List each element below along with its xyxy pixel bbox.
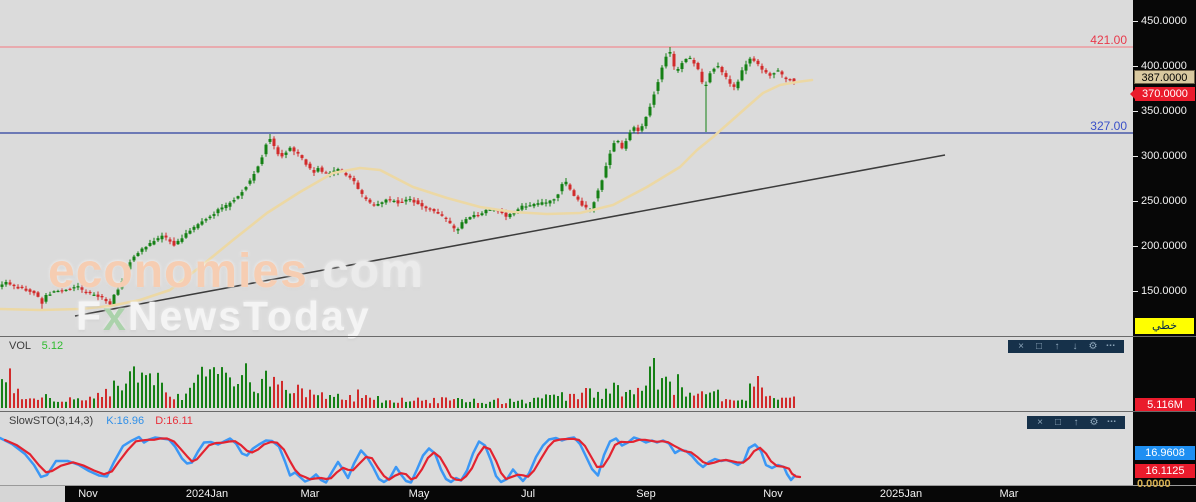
stochastic-d-badge: 16.1125 [1135,464,1195,478]
settings-icon[interactable]: ⚙ [1089,417,1099,428]
maximize-icon[interactable]: □ [1035,341,1043,352]
close-price-badge: 387.0000 [1134,70,1195,84]
stochastic-header: SlowSTO(3,14,3) K:16.96 D:16.11 [9,415,193,427]
panel-divider[interactable] [0,411,1196,412]
time-axis-label: Nov [78,488,98,500]
price-tick-mark [1133,66,1138,67]
trend-line[interactable] [74,154,946,317]
volume-header: VOL 5.12 [9,340,63,352]
price-tick-label: 400.0000 [1141,60,1187,72]
price-tick-mark [1133,201,1138,202]
volume-axis-badge: 5.116M [1135,398,1195,412]
moving-average-line[interactable] [0,78,814,312]
volume-panel[interactable] [0,337,1133,412]
support-level-label: 327.00 [1090,119,1127,133]
time-axis-label: Sep [636,488,656,500]
time-axis-label: 2024Jan [185,488,229,500]
price-tick-mark [1133,156,1138,157]
move-down-icon[interactable]: ↓ [1072,341,1078,352]
price-axis[interactable]: 387.0000 370.0000 5.116M 16.9608 16.1125… [1130,0,1196,502]
price-tick-label: 250.0000 [1141,195,1187,207]
close-icon[interactable]: × [1018,341,1024,352]
panel-divider[interactable] [0,336,1196,337]
resistance-level-label: 421.00 [1090,33,1127,47]
price-tick-label: 200.0000 [1141,240,1187,252]
time-axis-label: Mar [999,488,1019,500]
stochastic-k-value: K:16.96 [106,415,145,427]
move-up-icon[interactable]: ↑ [1054,341,1060,352]
volume-title: VOL [9,340,31,352]
volume-bars [1,358,795,408]
time-axis[interactable]: Nov 2024Jan Mar May Jul Sep Nov 2025Jan Mar [65,485,1196,502]
volume-toolbar: × □ ↑ ↓ ⚙ ▪▪▪ [1008,340,1124,353]
candle-series [0,47,796,311]
settings-icon[interactable]: ⚙ [1088,341,1098,352]
price-tick-mark [1133,21,1138,22]
maximize-icon[interactable]: □ [1054,417,1062,428]
stochastic-k-badge: 16.9608 [1135,446,1195,460]
stochastic-title: SlowSTO(3,14,3) [9,415,94,427]
volume-current-value: 5.12 [41,340,64,352]
price-chart-panel[interactable] [0,0,1133,337]
time-axis-label: Jul [520,488,536,500]
time-axis-label: Nov [763,488,783,500]
price-tick-mark [1133,291,1138,292]
stochastic-k-line[interactable] [0,435,797,484]
stochastic-zero-label: 0.0000 [1137,478,1171,490]
scale-mode-badge[interactable]: خطي [1135,318,1194,334]
move-up-icon[interactable]: ↑ [1073,417,1079,428]
price-tick-mark [1133,246,1138,247]
stochastic-d-value: D:16.11 [155,415,193,427]
time-axis-label: Mar [300,488,320,500]
more-icon[interactable]: ▪▪▪ [1106,343,1116,349]
more-icon[interactable]: ▪▪▪ [1107,419,1117,425]
price-tick-label: 350.0000 [1141,105,1187,117]
stochastic-toolbar: × □ ↑ ⚙ ▪▪▪ [1027,416,1125,429]
time-axis-corner [0,485,65,502]
close-icon[interactable]: × [1037,417,1043,428]
stochastic-d-line[interactable] [3,437,802,482]
time-axis-label: 2025Jan [879,488,923,500]
price-tick-mark [1133,111,1138,112]
stochastic-panel[interactable] [0,412,1133,485]
time-axis-label: May [408,488,430,500]
price-tick-label: 300.0000 [1141,150,1187,162]
price-tick-label: 150.0000 [1141,285,1187,297]
price-tick-label: 450.0000 [1141,15,1187,27]
last-price-badge: 370.0000 [1130,87,1195,101]
